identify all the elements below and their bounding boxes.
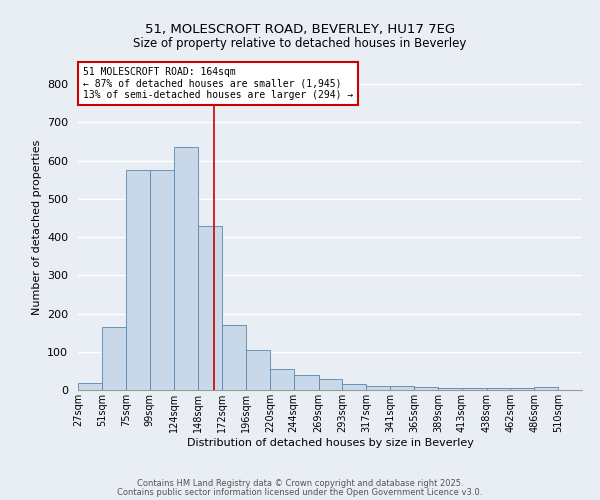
Bar [270,369,294,390]
Bar [343,384,366,390]
Text: 51, MOLESCROFT ROAD, BEVERLEY, HU17 7EG: 51, MOLESCROFT ROAD, BEVERLEY, HU17 7EG [145,22,455,36]
Bar [511,388,534,390]
Y-axis label: Number of detached properties: Number of detached properties [32,140,41,315]
Text: Contains public sector information licensed under the Open Government Licence v3: Contains public sector information licen… [118,488,482,497]
Bar [438,388,462,390]
Bar [222,325,246,390]
Text: 51 MOLESCROFT ROAD: 164sqm
← 87% of detached houses are smaller (1,945)
13% of s: 51 MOLESCROFT ROAD: 164sqm ← 87% of deta… [83,66,353,100]
Bar [462,388,487,390]
Bar [319,378,343,390]
Bar [149,170,175,390]
Bar [102,327,126,390]
X-axis label: Distribution of detached houses by size in Beverley: Distribution of detached houses by size … [187,438,473,448]
Bar [78,383,102,390]
Bar [246,350,270,390]
Text: Size of property relative to detached houses in Beverley: Size of property relative to detached ho… [133,38,467,51]
Bar [175,147,198,390]
Bar [414,388,438,390]
Text: Contains HM Land Registry data © Crown copyright and database right 2025.: Contains HM Land Registry data © Crown c… [137,478,463,488]
Bar [390,386,414,390]
Bar [198,226,222,390]
Bar [366,386,390,390]
Bar [534,388,558,390]
Bar [126,170,149,390]
Bar [294,374,319,390]
Bar [487,388,511,390]
